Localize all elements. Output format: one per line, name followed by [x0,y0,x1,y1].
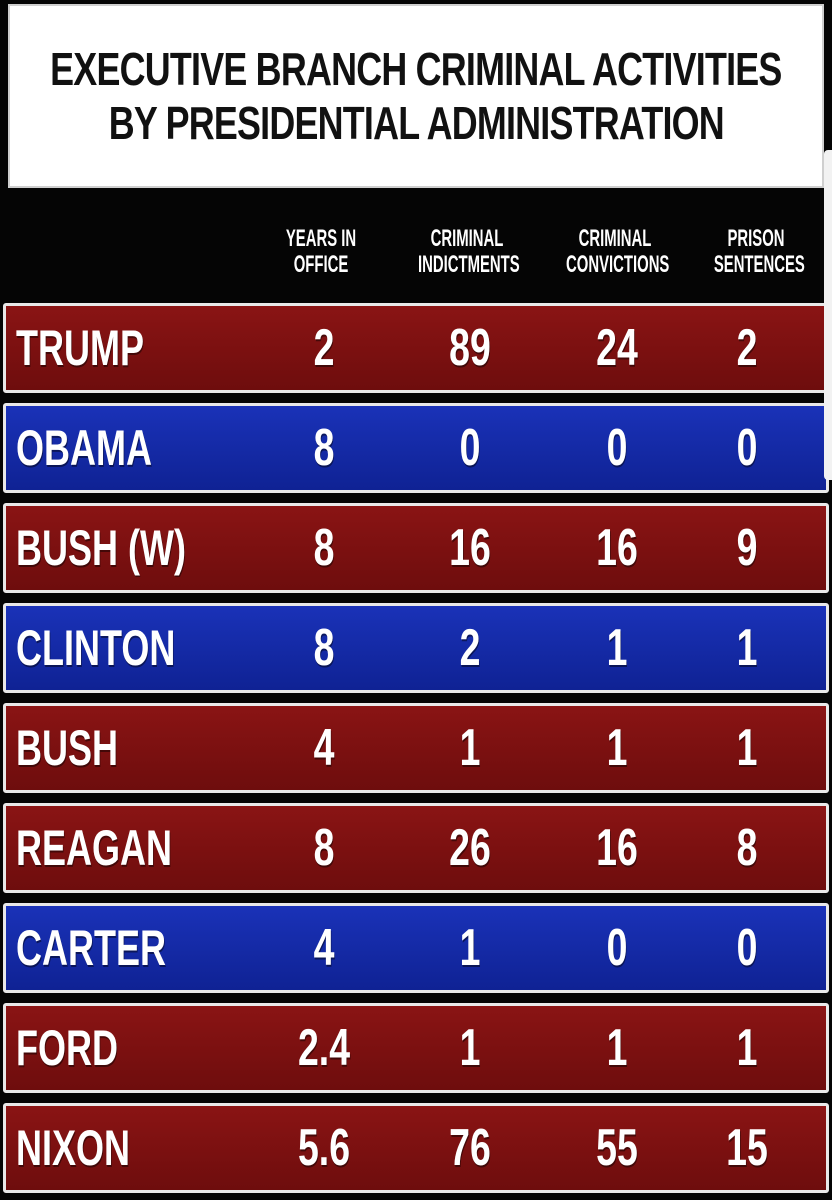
cell-years: 8 [313,419,335,477]
scroll-edge-bar [824,150,832,480]
row-president-name: FORD [16,1020,118,1076]
table-row: REAGAN 8 26 16 8 [3,803,829,893]
table-row: FORD 2.4 1 1 1 [3,1003,829,1093]
cell-convictions: 55 [596,1119,638,1177]
column-header-indictments: CRIMINAL INDICTMENTS [418,225,520,278]
cell-years: 4 [313,919,335,977]
cell-convictions: 0 [606,419,628,477]
cell-sentences: 2 [736,319,758,377]
row-president-name: TRUMP [16,320,144,376]
cell-sentences: 1 [736,719,758,777]
cell-years: 4 [313,719,335,777]
column-header-indictments-line-1: CRIMINAL [430,225,504,252]
table-row: CLINTON 8 2 1 1 [3,603,829,693]
cell-convictions: 1 [606,1019,628,1077]
table-row: BUSH 4 1 1 1 [3,703,829,793]
cell-indictments: 89 [449,319,491,377]
column-header-band: YEARS IN OFFICE CRIMINAL INDICTMENTS CRI… [0,190,832,296]
cell-sentences: 15 [726,1119,768,1177]
row-president-name: NIXON [16,1120,131,1176]
cell-indictments: 0 [459,419,481,477]
cell-convictions: 24 [596,319,638,377]
column-header-sentences-line-1: PRISON [727,225,785,252]
cell-years: 5.6 [297,1119,351,1177]
cell-convictions: 1 [606,619,628,677]
row-president-name: CLINTON [16,620,176,676]
table-row: CARTER 4 1 0 0 [3,903,829,993]
row-president-name: REAGAN [16,820,173,876]
cell-indictments: 1 [459,919,481,977]
column-header-sentences-line-2: SENTENCES [713,251,805,278]
cell-convictions: 16 [596,819,638,877]
cell-years: 8 [313,819,335,877]
cell-convictions: 16 [596,519,638,577]
table-row: BUSH (W) 8 16 16 9 [3,503,829,593]
cell-sentences: 0 [736,919,758,977]
column-header-sentences: PRISON SENTENCES [713,225,805,278]
cell-indictments: 1 [459,719,481,777]
chart-title: EXECUTIVE BRANCH CRIMINAL ACTIVITIES BY … [8,4,824,188]
cell-convictions: 0 [606,919,628,977]
cell-convictions: 1 [606,719,628,777]
column-header-years: YEARS IN OFFICE [281,226,362,278]
cell-indictments: 1 [459,1019,481,1077]
cell-sentences: 1 [736,1019,758,1077]
column-header-indictments-line-2: INDICTMENTS [418,251,520,278]
cell-sentences: 0 [736,419,758,477]
cell-years: 8 [313,619,335,677]
title-line-2: BY PRESIDENTIAL ADMINISTRATION [108,97,724,149]
title-line-1: EXECUTIVE BRANCH CRIMINAL ACTIVITIES [50,43,782,95]
cell-sentences: 9 [736,519,758,577]
column-header-convictions: CRIMINAL CONVICTIONS [566,225,670,278]
cell-sentences: 1 [736,619,758,677]
row-president-name: CARTER [16,920,166,976]
cell-years: 2.4 [297,1019,351,1077]
row-president-name: BUSH [16,720,119,776]
table-row: TRUMP 2 89 24 2 [3,303,829,393]
cell-indictments: 26 [449,819,491,877]
column-header-years-line-2: OFFICE [293,251,349,278]
column-header-convictions-line-2: CONVICTIONS [566,251,670,278]
cell-sentences: 8 [736,819,758,877]
row-president-name: OBAMA [16,420,152,476]
column-header-convictions-line-1: CRIMINAL [578,225,652,252]
table-row: NIXON 5.6 76 55 15 [3,1103,829,1193]
cell-indictments: 16 [449,519,491,577]
cell-indictments: 76 [449,1119,491,1177]
row-president-name: BUSH (W) [16,520,186,576]
column-header-years-line-1: YEARS IN [285,225,357,252]
cell-years: 8 [313,519,335,577]
table-row: OBAMA 8 0 0 0 [3,403,829,493]
cell-indictments: 2 [459,619,481,677]
cell-years: 2 [313,319,335,377]
